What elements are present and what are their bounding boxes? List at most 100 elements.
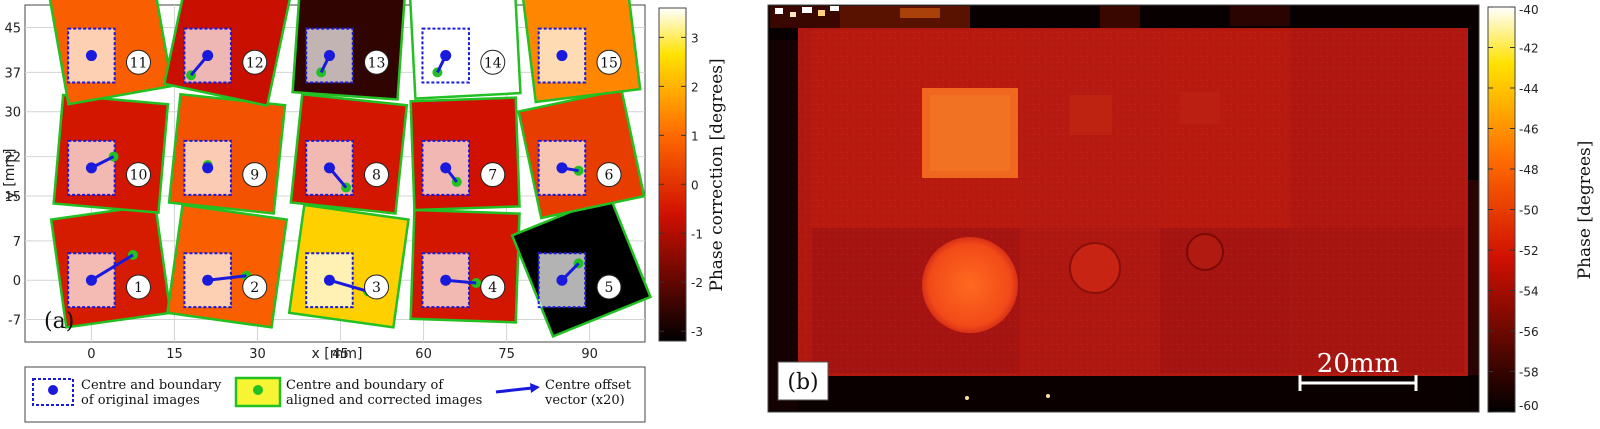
defect-square-3	[1180, 92, 1220, 124]
defect-disc-1	[922, 237, 1018, 333]
tile-number: 3	[372, 280, 381, 296]
tile-number: 2	[250, 280, 259, 296]
x-tick-label: 15	[166, 347, 183, 362]
legend-offset-label-2: vector (x20)	[544, 393, 625, 408]
tile-4: 4	[409, 208, 521, 324]
tile-13: 13	[291, 0, 407, 101]
original-centre	[85, 274, 97, 286]
tile-number-circle	[364, 162, 390, 188]
tile-number: 5	[605, 280, 614, 296]
legend-original-dot	[48, 385, 58, 395]
phase-image-bottom-strip	[798, 376, 1468, 410]
legend: Centre and boundary of original images C…	[24, 366, 646, 423]
colorbar-b-tick-label: -60	[1519, 399, 1539, 413]
scale-bar-label: 20mm	[1317, 349, 1399, 379]
tile-number: 10	[130, 168, 148, 184]
y-axis-label: y [mm]	[2, 149, 18, 200]
legend-item-offset: Centre offset vector (x20)	[495, 378, 632, 408]
legend-offset-arrow	[495, 386, 533, 394]
legend-frame	[24, 366, 646, 423]
tile-number-circle	[480, 274, 506, 300]
original-centre	[556, 162, 568, 174]
tile-number: 8	[372, 168, 381, 184]
colorbar-a-tick-label: 1	[691, 129, 699, 143]
colorbar-a-tick-label: -1	[691, 227, 703, 241]
tile-2: 2	[165, 203, 289, 329]
x-tick-labels: 0 15 30 45 60 75 90	[87, 347, 598, 362]
y-tick-label: 30	[4, 106, 21, 121]
colorbar-a-ticks: -3 -2 -1 0 1 2 3	[659, 31, 703, 339]
tile-number-circle	[125, 49, 151, 75]
colorbar-b-tick-label: -50	[1519, 204, 1539, 218]
tile-number-circle	[364, 49, 390, 75]
colorbar-b-tick-label: -56	[1519, 325, 1539, 339]
colorbar-b-tick-label: -58	[1519, 366, 1539, 380]
y-tick-label: 0	[13, 274, 21, 289]
tile-number-circle	[364, 274, 390, 300]
panel-b-label-box	[777, 361, 829, 401]
tile-9: 9	[167, 92, 287, 215]
panel-b-frame	[767, 4, 1480, 413]
tile-8: 8	[289, 92, 409, 215]
defect-disc-3	[1186, 233, 1224, 271]
phase-image-speck-1	[965, 396, 969, 400]
tile-number-circle	[242, 162, 268, 188]
tile-10: 10	[52, 93, 170, 214]
tile-number-circle	[480, 49, 506, 75]
x-tick-label: 30	[249, 347, 266, 362]
original-centre	[440, 162, 452, 174]
colorbar-b-tick-label: -54	[1519, 285, 1539, 299]
tile-number: 14	[484, 55, 502, 71]
legend-item-original: Centre and boundary of original images	[32, 378, 222, 408]
x-tick-label: 60	[415, 347, 432, 362]
x-tick-label: 0	[87, 347, 95, 362]
original-centre	[202, 274, 214, 286]
legend-offset-label-1: Centre offset	[545, 378, 632, 393]
y-tick-labels: -7 0 7 15 22 30 37 45	[4, 21, 21, 328]
original-centre	[202, 162, 214, 174]
tile-15: 15	[521, 0, 642, 104]
offset-vector	[207, 274, 247, 282]
legend-offset-arrowhead	[530, 383, 540, 393]
colorbar-a-label: Phase correction [degrees]	[707, 58, 727, 291]
x-tick-label: 90	[581, 347, 598, 362]
phase-image-speck-2	[1046, 394, 1050, 398]
phase-image-left-strip	[768, 40, 798, 410]
colorbar-b-tick-label: -44	[1519, 82, 1539, 96]
legend-original-swatch	[32, 378, 74, 406]
legend-aligned-label-1: Centre and boundary of	[286, 378, 444, 393]
colorbar-b-tick-label: -46	[1519, 123, 1539, 137]
colorbar-b-tick-label: -52	[1519, 244, 1539, 258]
tile-number-circle	[480, 162, 506, 188]
tile-number: 7	[488, 168, 497, 184]
tile-number: 1	[134, 280, 143, 296]
tile-1: 1	[49, 203, 172, 329]
legend-aligned-dot	[253, 385, 263, 395]
panel-b: (b) 20mm -60-58-56-54-52-50-48-46-44-42-…	[767, 3, 1595, 413]
phase-image-right-edge	[1468, 180, 1479, 375]
original-centre	[202, 50, 214, 62]
colorbar-a-tick-label: -3	[691, 325, 703, 339]
original-centre	[85, 162, 97, 174]
panel-b-label: (b)	[787, 370, 818, 395]
original-centre	[440, 274, 452, 286]
original-centre	[556, 274, 568, 286]
tile-number: 4	[488, 280, 497, 296]
tile-number-circle	[596, 162, 622, 188]
tile-5: 5	[510, 194, 653, 338]
tile-number: 6	[605, 168, 614, 184]
tile-12: 12	[162, 0, 292, 108]
tile-number-circle	[242, 49, 268, 75]
original-centre	[323, 274, 335, 286]
phase-image-noise	[798, 28, 1468, 376]
tile-14: 14	[408, 0, 522, 100]
y-tick-label: 45	[4, 21, 21, 36]
tile-number: 15	[600, 55, 618, 71]
defect-disc-2	[1069, 242, 1121, 294]
colorbar-a-tick-label: 2	[691, 80, 699, 94]
defect-square-1-inner	[930, 95, 1010, 171]
tile-number: 13	[368, 55, 386, 71]
tile-number-circle	[125, 162, 151, 188]
